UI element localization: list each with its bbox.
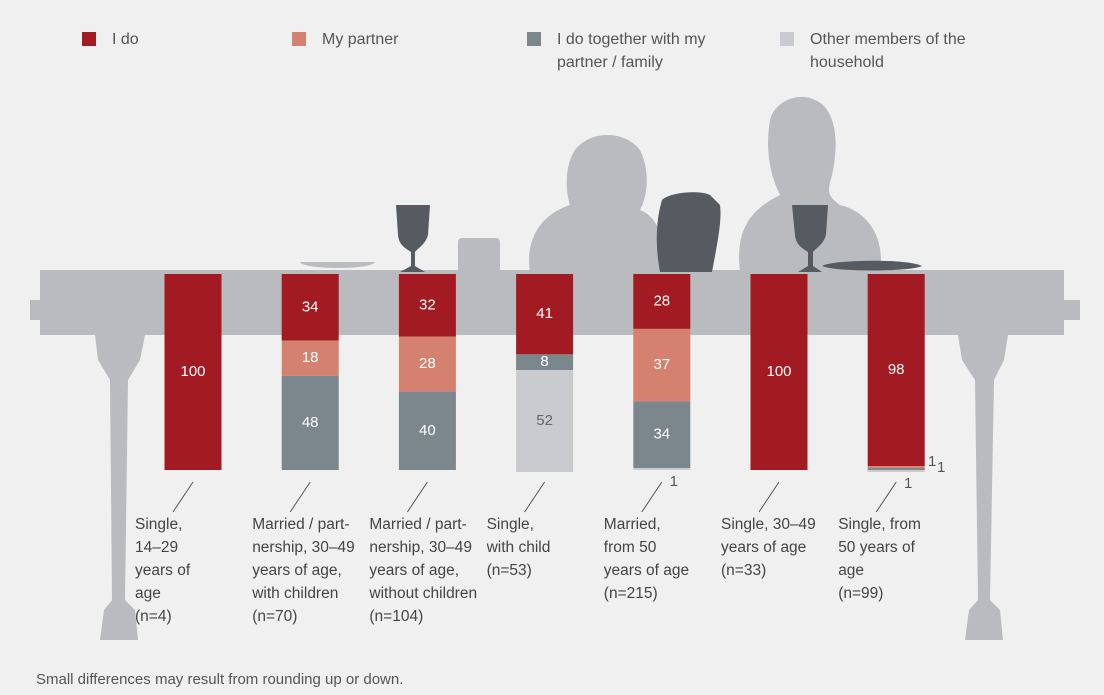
- category-label: Married, from 50 years of age (n=215): [603, 516, 690, 602]
- value-label: 32: [419, 296, 436, 313]
- bar-segment: [867, 274, 925, 467]
- bar-segment: [750, 274, 808, 470]
- legend-swatch: [780, 32, 794, 46]
- bar-segment: [867, 468, 925, 470]
- value-label: 1: [928, 453, 936, 470]
- leader-line: [641, 481, 663, 513]
- bar-segment: [867, 470, 925, 472]
- legend-entry: I do: [82, 28, 262, 51]
- value-label: 18: [302, 349, 319, 366]
- category-label: Single, 30–49 years of age (n=33): [721, 516, 816, 579]
- value-label: 1: [937, 459, 945, 476]
- legend-swatch: [82, 32, 96, 46]
- category-label: Single, with child (n=53): [486, 516, 551, 579]
- value-label: 1: [904, 475, 912, 492]
- bar-segment: [516, 274, 574, 355]
- bar-segment: [281, 274, 339, 341]
- category-label: Single, from 50 years of age (n=99): [838, 516, 921, 602]
- value-label: 100: [766, 363, 791, 380]
- category-label: Married / part- nership, 30–49 years of …: [252, 516, 355, 625]
- leader-line: [524, 481, 546, 513]
- value-label: 40: [419, 422, 436, 439]
- value-label: 28: [419, 355, 436, 372]
- bar-segment: [633, 468, 691, 470]
- value-label: 48: [302, 414, 319, 431]
- legend-swatch: [292, 32, 306, 46]
- leader-line: [172, 481, 194, 513]
- footnote: Small differences may result from roundi…: [36, 671, 404, 688]
- leader-line: [289, 481, 311, 513]
- value-label: 1: [670, 473, 678, 490]
- bar-segment: [633, 401, 691, 469]
- bar-segment: [516, 370, 574, 472]
- category-label: Single, 14–29 years of age (n=4): [135, 516, 191, 625]
- leader-line: [406, 481, 428, 513]
- bar-segment: [281, 375, 339, 470]
- legend-entry: Other members of the household: [780, 28, 990, 74]
- legend-entry: I do together with my partner / family: [527, 28, 737, 74]
- illustration-dark: [396, 192, 922, 272]
- value-label: 52: [536, 412, 553, 429]
- leader-line: [875, 481, 897, 513]
- value-label: 41: [536, 305, 553, 322]
- value-label: 34: [653, 426, 670, 443]
- legend-swatch: [527, 32, 541, 46]
- value-label: 98: [888, 361, 905, 378]
- value-label: 37: [653, 356, 670, 373]
- bar-segment: [398, 274, 456, 337]
- value-label: 8: [540, 353, 548, 370]
- bar-segment: [398, 336, 456, 392]
- bar-segment: [164, 274, 222, 470]
- bar-segment: [633, 328, 691, 402]
- bar-segment: [516, 354, 574, 371]
- legend-entry: My partner: [292, 28, 502, 51]
- value-label: 28: [653, 292, 670, 309]
- value-label: 100: [180, 363, 205, 380]
- bar-segment: [281, 340, 339, 376]
- bar-segment: [867, 466, 925, 469]
- value-label: 34: [302, 298, 319, 315]
- bar-segment: [633, 274, 691, 329]
- leader-line: [758, 481, 780, 513]
- category-label: Married / part- nership, 30–49 years of …: [369, 516, 478, 625]
- bar-segment: [398, 391, 456, 470]
